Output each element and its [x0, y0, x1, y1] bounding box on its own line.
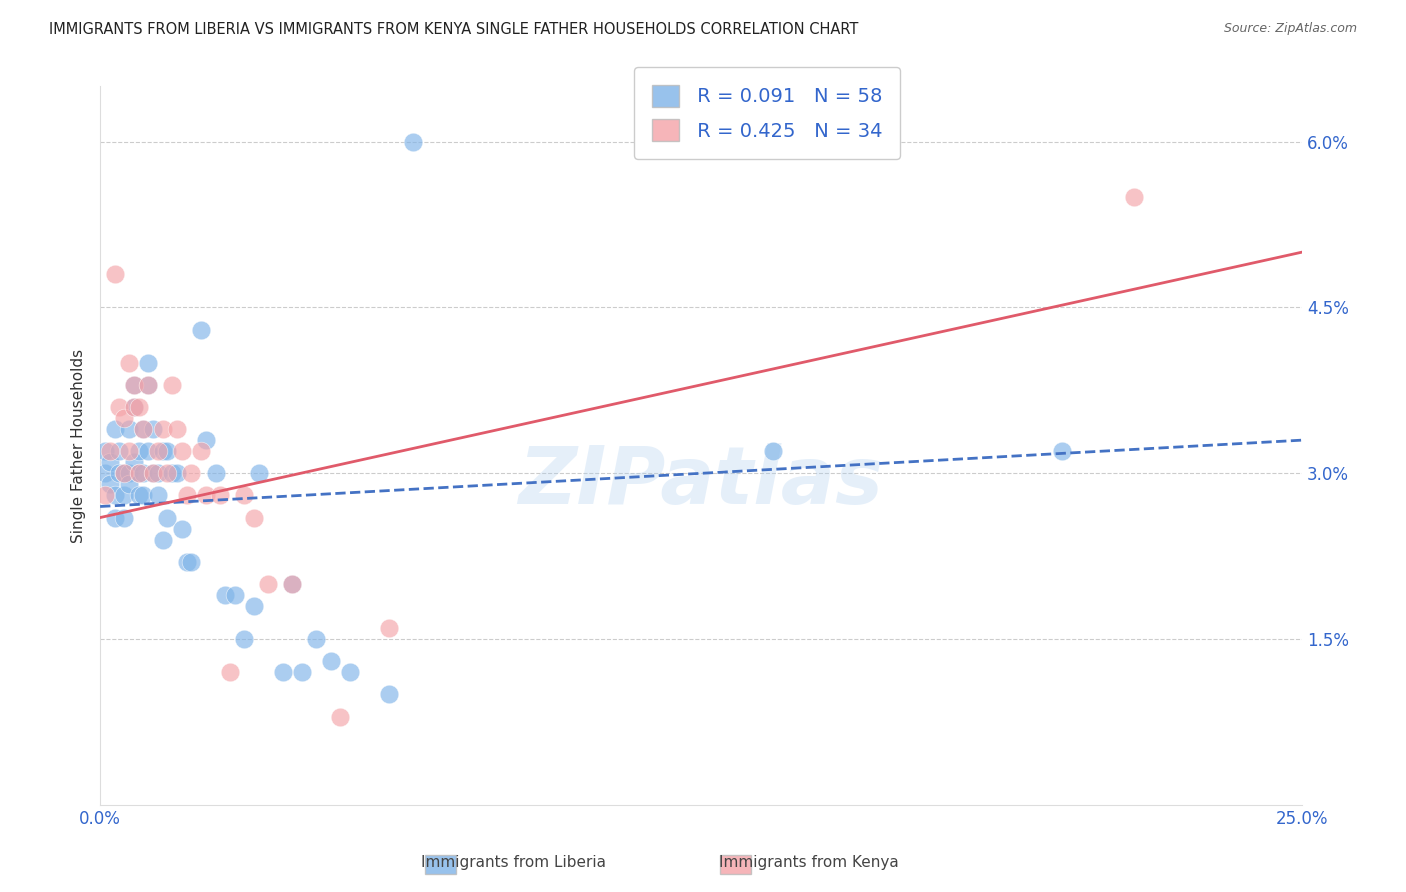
- Point: [194, 433, 217, 447]
- Point: [1122, 190, 1144, 204]
- Point: [112, 488, 135, 502]
- Point: [204, 467, 226, 481]
- Point: [377, 688, 399, 702]
- Point: [98, 444, 121, 458]
- Point: [243, 599, 266, 613]
- Point: [209, 488, 232, 502]
- Point: [103, 422, 125, 436]
- Point: [112, 510, 135, 524]
- Text: Immigrants from Kenya: Immigrants from Kenya: [718, 855, 898, 870]
- Point: [122, 377, 145, 392]
- Point: [219, 665, 242, 680]
- Point: [152, 422, 174, 436]
- Point: [132, 488, 155, 502]
- Text: ZIPatlas: ZIPatlas: [519, 442, 883, 521]
- Point: [170, 444, 193, 458]
- Point: [170, 522, 193, 536]
- Point: [281, 577, 304, 591]
- Point: [194, 488, 217, 502]
- Point: [122, 400, 145, 414]
- Point: [128, 467, 150, 481]
- Point: [305, 632, 328, 647]
- Point: [319, 654, 342, 668]
- Point: [243, 510, 266, 524]
- Point: [176, 555, 198, 569]
- Point: [98, 455, 121, 469]
- Point: [94, 488, 117, 502]
- Point: [162, 467, 184, 481]
- Point: [146, 467, 169, 481]
- Point: [108, 444, 131, 458]
- Point: [132, 422, 155, 436]
- Point: [118, 444, 141, 458]
- Point: [108, 467, 131, 481]
- Point: [118, 422, 141, 436]
- Point: [136, 377, 159, 392]
- Point: [94, 467, 117, 481]
- Point: [142, 422, 165, 436]
- Point: [142, 467, 165, 481]
- Point: [122, 455, 145, 469]
- Point: [128, 488, 150, 502]
- Point: [1050, 444, 1073, 458]
- Point: [103, 267, 125, 281]
- Point: [281, 577, 304, 591]
- Point: [132, 467, 155, 481]
- Point: [122, 400, 145, 414]
- Point: [377, 621, 399, 635]
- Point: [136, 356, 159, 370]
- Point: [247, 467, 270, 481]
- Point: [329, 709, 352, 723]
- Point: [257, 577, 280, 591]
- Point: [118, 356, 141, 370]
- Point: [233, 632, 256, 647]
- Point: [136, 377, 159, 392]
- Text: Source: ZipAtlas.com: Source: ZipAtlas.com: [1223, 22, 1357, 36]
- Point: [118, 467, 141, 481]
- Point: [339, 665, 361, 680]
- Point: [94, 444, 117, 458]
- Point: [190, 444, 212, 458]
- Point: [108, 400, 131, 414]
- Point: [166, 422, 188, 436]
- Point: [146, 488, 169, 502]
- Point: [142, 467, 165, 481]
- Point: [176, 488, 198, 502]
- Point: [271, 665, 294, 680]
- Point: [112, 411, 135, 425]
- Point: [214, 588, 236, 602]
- Point: [118, 477, 141, 491]
- Point: [146, 444, 169, 458]
- Point: [190, 322, 212, 336]
- Point: [112, 467, 135, 481]
- Text: Immigrants from Liberia: Immigrants from Liberia: [420, 855, 606, 870]
- Point: [224, 588, 246, 602]
- Point: [291, 665, 314, 680]
- Point: [762, 444, 785, 458]
- Point: [98, 477, 121, 491]
- Point: [156, 444, 179, 458]
- Point: [103, 488, 125, 502]
- Point: [112, 467, 135, 481]
- Point: [103, 510, 125, 524]
- Point: [132, 422, 155, 436]
- Point: [401, 135, 423, 149]
- Point: [136, 444, 159, 458]
- Text: IMMIGRANTS FROM LIBERIA VS IMMIGRANTS FROM KENYA SINGLE FATHER HOUSEHOLDS CORREL: IMMIGRANTS FROM LIBERIA VS IMMIGRANTS FR…: [49, 22, 859, 37]
- Point: [152, 444, 174, 458]
- Point: [152, 533, 174, 547]
- Legend:  R = 0.091   N = 58,  R = 0.425   N = 34: R = 0.091 N = 58, R = 0.425 N = 34: [634, 67, 900, 159]
- Y-axis label: Single Father Households: Single Father Households: [72, 349, 86, 542]
- Point: [233, 488, 256, 502]
- Point: [128, 400, 150, 414]
- Point: [128, 444, 150, 458]
- Point: [156, 510, 179, 524]
- Point: [180, 555, 202, 569]
- Point: [156, 467, 179, 481]
- Point: [128, 467, 150, 481]
- Point: [122, 377, 145, 392]
- Point: [180, 467, 202, 481]
- Point: [166, 467, 188, 481]
- Point: [162, 377, 184, 392]
